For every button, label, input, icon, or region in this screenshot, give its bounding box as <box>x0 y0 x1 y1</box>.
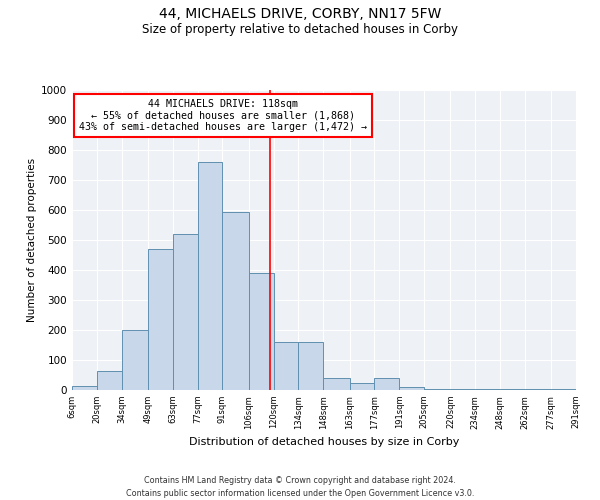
Bar <box>374 378 399 390</box>
Bar <box>72 386 97 390</box>
Bar <box>249 273 274 390</box>
Bar <box>122 330 148 390</box>
Text: 44 MICHAELS DRIVE: 118sqm
← 55% of detached houses are smaller (1,868)
43% of se: 44 MICHAELS DRIVE: 118sqm ← 55% of detac… <box>79 99 367 132</box>
Bar <box>97 370 122 390</box>
Bar <box>475 388 500 390</box>
Bar <box>551 389 576 390</box>
Bar <box>148 249 173 390</box>
Bar <box>399 387 424 390</box>
X-axis label: Distribution of detached houses by size in Corby: Distribution of detached houses by size … <box>189 437 459 447</box>
Bar <box>173 234 197 390</box>
Bar <box>525 389 551 390</box>
Bar <box>197 162 223 390</box>
Bar <box>500 388 525 390</box>
Text: 44, MICHAELS DRIVE, CORBY, NN17 5FW: 44, MICHAELS DRIVE, CORBY, NN17 5FW <box>159 8 441 22</box>
Text: Size of property relative to detached houses in Corby: Size of property relative to detached ho… <box>142 22 458 36</box>
Bar <box>274 342 298 390</box>
Y-axis label: Number of detached properties: Number of detached properties <box>27 158 37 322</box>
Bar <box>424 388 451 390</box>
Bar <box>323 378 350 390</box>
Text: Contains HM Land Registry data © Crown copyright and database right 2024.
Contai: Contains HM Land Registry data © Crown c… <box>126 476 474 498</box>
Bar <box>223 212 249 390</box>
Bar <box>350 382 374 390</box>
Bar <box>298 342 323 390</box>
Bar <box>451 388 475 390</box>
